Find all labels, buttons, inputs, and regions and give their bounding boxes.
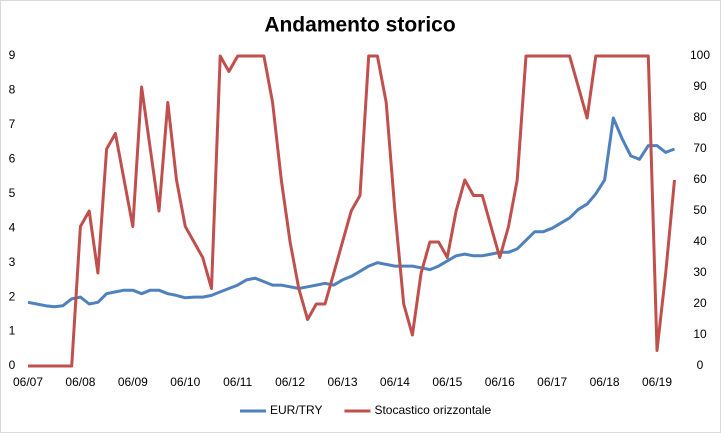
legend-label: EUR/TRY xyxy=(270,403,322,417)
y-tick-label: 7 xyxy=(9,117,16,131)
y2-tick-label: 70 xyxy=(693,141,707,155)
y-tick-label: 0 xyxy=(9,358,16,372)
chart-title: Andamento storico xyxy=(264,14,455,37)
x-tick-label: 06/08 xyxy=(65,375,95,389)
series-line xyxy=(28,54,676,368)
x-tick-label: 06/09 xyxy=(118,375,148,389)
y-tick-label: 9 xyxy=(9,48,16,62)
y-tick-label: 8 xyxy=(9,83,16,97)
y2-tick-label: 30 xyxy=(693,265,707,279)
x-tick-label: 06/18 xyxy=(590,375,620,389)
y2-tick-label: 10 xyxy=(693,327,707,341)
x-tick-label: 06/10 xyxy=(170,375,200,389)
y2-tick-label: 0 xyxy=(697,358,704,372)
x-tick-label: 06/15 xyxy=(432,375,462,389)
x-tick-label: 06/14 xyxy=(380,375,410,389)
y2-tick-label: 60 xyxy=(693,172,707,186)
y-tick-label: 1 xyxy=(9,324,16,338)
x-tick-label: 06/13 xyxy=(327,375,357,389)
x-tick-label: 06/19 xyxy=(642,375,672,389)
x-tick-label: 06/07 xyxy=(13,375,43,389)
x-tick-label: 06/16 xyxy=(485,375,515,389)
x-tick-label: 06/11 xyxy=(223,375,252,389)
x-tick-label: 06/12 xyxy=(275,375,305,389)
y2-tick-label: 20 xyxy=(693,296,707,310)
y-tick-label: 4 xyxy=(9,220,16,234)
y2-tick-label: 40 xyxy=(693,234,707,248)
y-tick-label: 2 xyxy=(9,289,16,303)
y-tick-label: 6 xyxy=(9,152,16,166)
series-line xyxy=(27,116,676,309)
y2-tick-label: 80 xyxy=(693,110,707,124)
y-tick-label: 5 xyxy=(9,186,16,200)
x-tick-label: 06/17 xyxy=(537,375,567,389)
legend-label: Stocastico orizzontale xyxy=(374,403,491,417)
y2-tick-label: 100 xyxy=(690,48,710,62)
y2-tick-label: 50 xyxy=(693,203,707,217)
y2-tick-label: 90 xyxy=(693,79,707,93)
y-tick-label: 3 xyxy=(9,255,16,269)
